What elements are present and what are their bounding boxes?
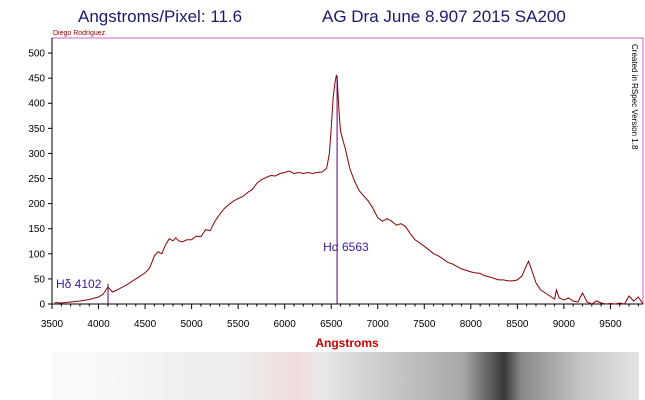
x-tick-label: 7500 (413, 319, 436, 330)
y-tick-label: 350 (28, 124, 45, 135)
x-tick-label: 9500 (599, 319, 622, 330)
x-tick-label: 6500 (320, 319, 343, 330)
y-tick-label: 100 (28, 249, 45, 260)
software-credit: Created in RSpec Version 1.8 (630, 44, 639, 150)
y-tick-label: 50 (34, 274, 46, 285)
x-tick-label: 8000 (460, 319, 483, 330)
spectrum-stripe-band (52, 352, 639, 400)
x-tick-label: 8500 (506, 319, 529, 330)
title-angstroms-per-pixel: Angstroms/Pixel: 11.6 (78, 7, 242, 26)
x-tick-label: 3500 (41, 319, 64, 330)
y-tick-label: 250 (28, 174, 45, 185)
emission-line-label: Hδ 4102 (56, 277, 102, 291)
x-tick-label: 5500 (227, 319, 250, 330)
x-tick-label: 5000 (180, 319, 203, 330)
observer-name: Diego Rodriguez (53, 30, 106, 37)
x-tick-label: 4000 (87, 319, 110, 330)
y-tick-label: 400 (28, 99, 45, 110)
spectrum-stripe (52, 352, 639, 400)
y-tick-label: 200 (28, 199, 45, 210)
y-tick-label: 450 (28, 74, 45, 85)
axes: 0 50 100 150 200 250 300 350 400 450 500 3500 4000 45… (28, 38, 643, 330)
title-object-date: AG Dra June 8.907 2015 SA200 (322, 7, 566, 26)
y-tick-label: 150 (28, 224, 45, 235)
y-tick-label: 0 (39, 300, 45, 311)
x-tick-label: 9000 (553, 319, 576, 330)
x-tick-label: 6000 (274, 319, 297, 330)
y-tick-label: 300 (28, 149, 45, 160)
x-tick-label: 7000 (367, 319, 390, 330)
plot-frame (51, 37, 644, 305)
emission-line-label: Hα 6563 (323, 240, 369, 254)
y-tick-label: 500 (28, 49, 45, 60)
chart-marks: Hδ 4102 Hα 6563 (54, 74, 644, 305)
spectrum-line (54, 74, 644, 305)
x-tick-label: 4500 (134, 319, 157, 330)
x-axis-label: Angstroms (315, 336, 379, 350)
